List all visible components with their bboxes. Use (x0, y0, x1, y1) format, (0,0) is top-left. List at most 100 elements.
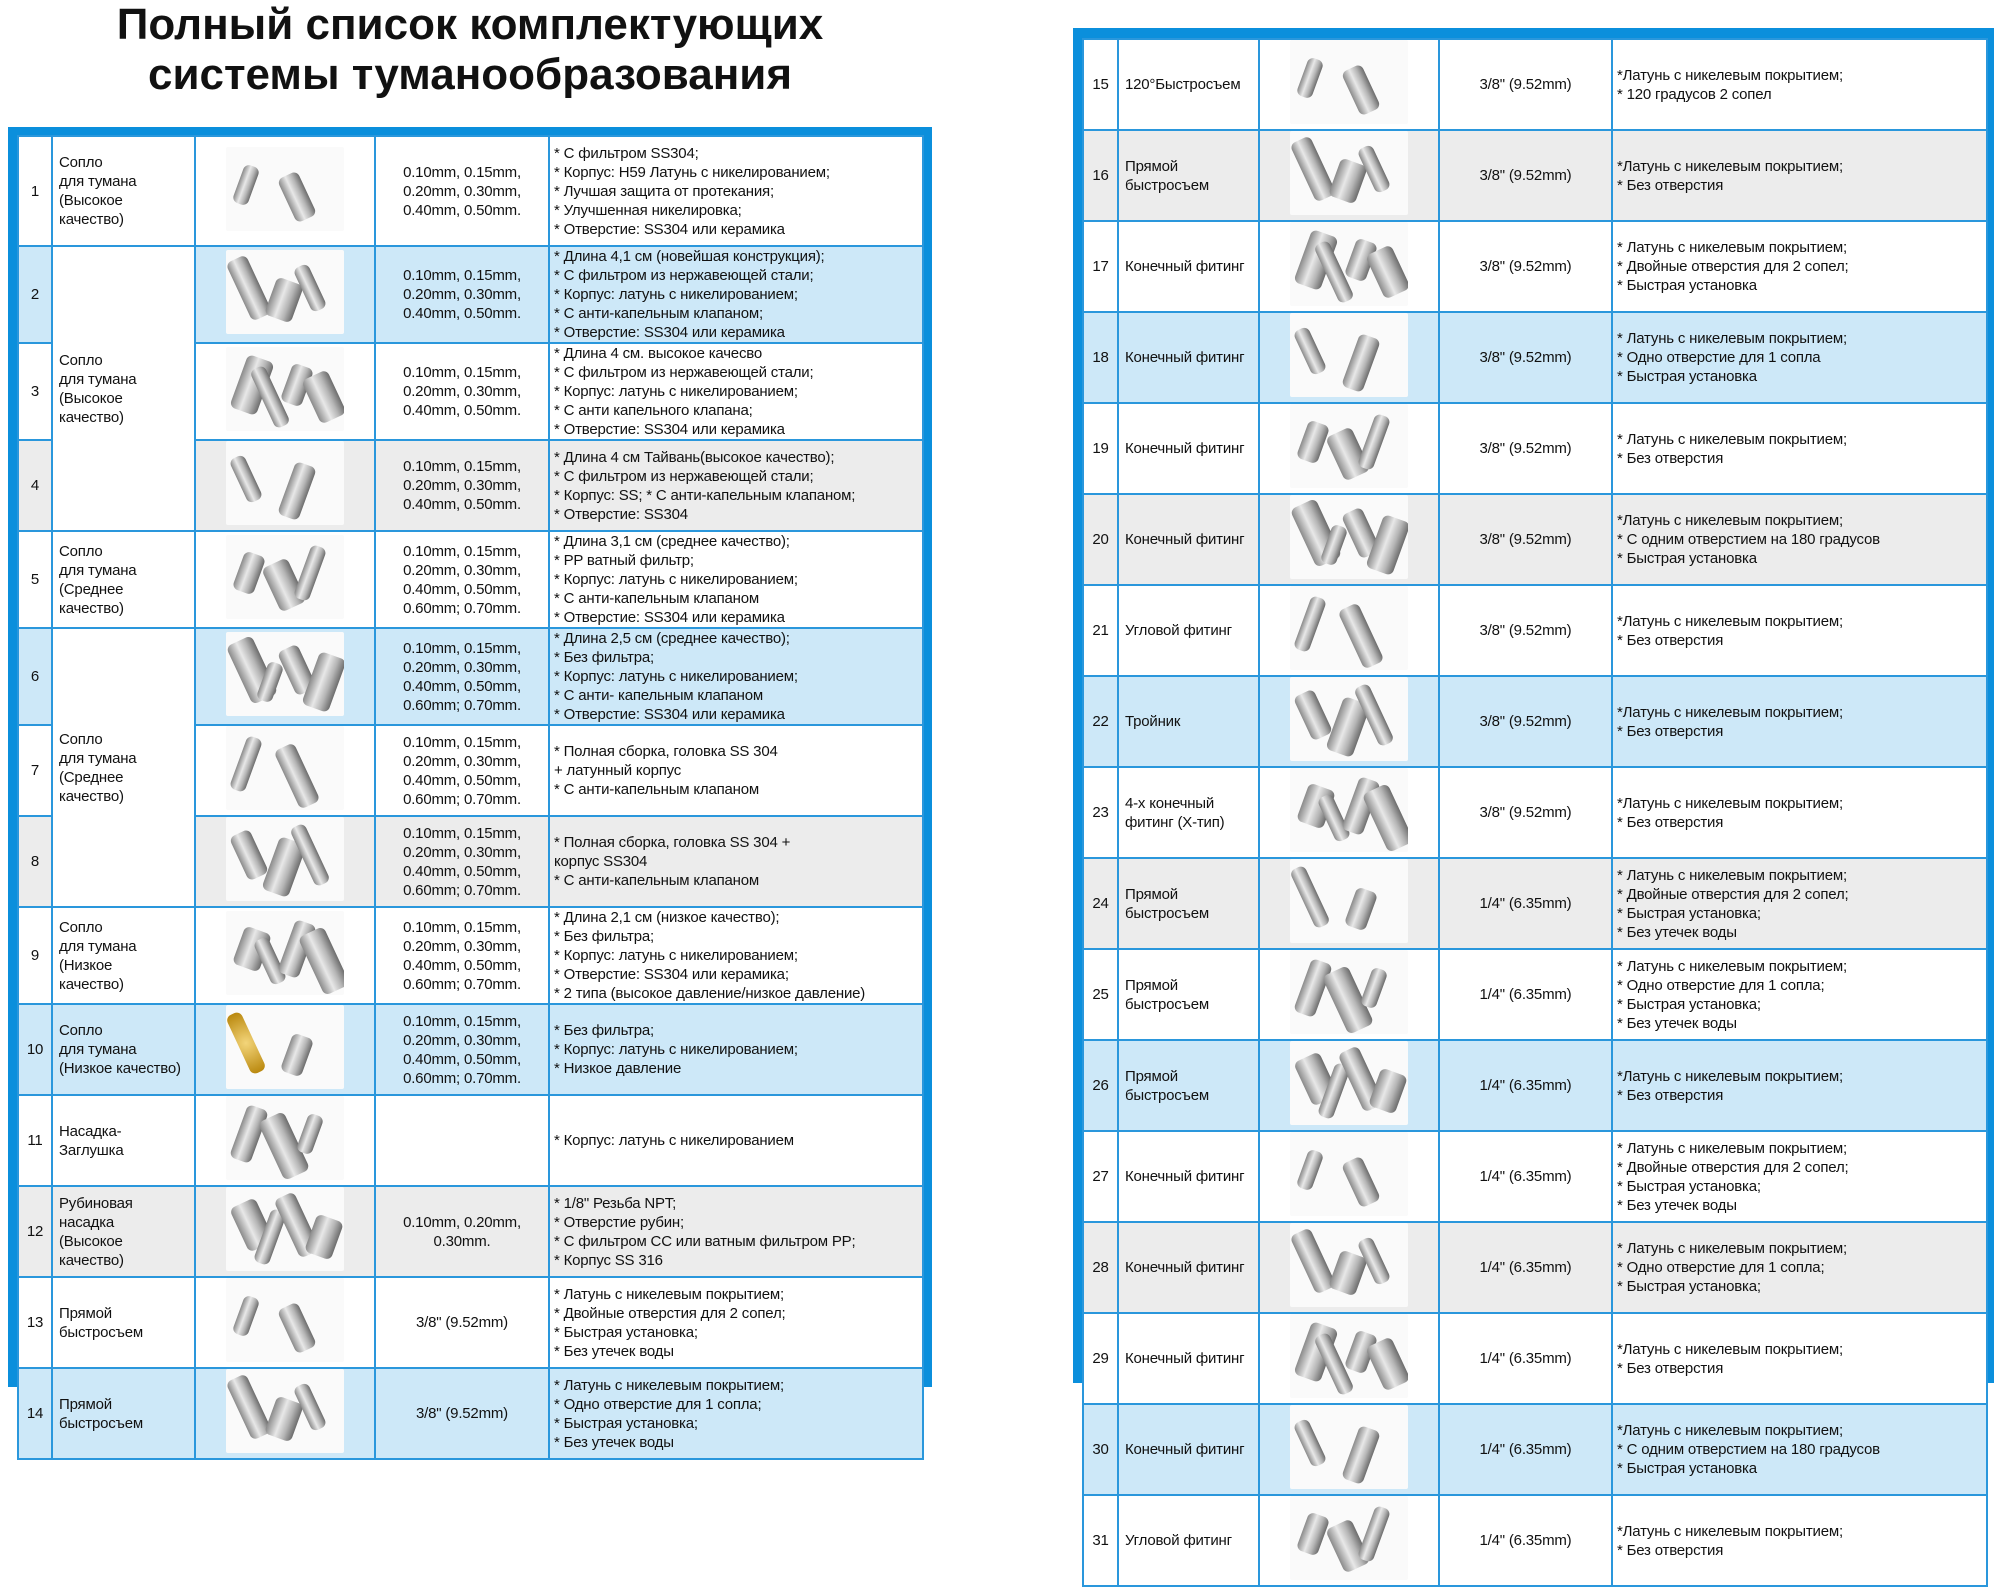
item-name: Угловой фитинг (1117, 1494, 1260, 1587)
nozzle-size: 0.10mm, 0.15mm, 0.20mm, 0.30mm, 0.40mm, … (374, 135, 550, 247)
product-image-cell (1258, 1039, 1440, 1132)
item-number: 25 (1082, 948, 1119, 1041)
product-image-cell (1258, 493, 1440, 586)
product-photo-icon (1290, 768, 1408, 852)
table-row: 11 Насадка- Заглушка * Корпус: латунь с ни… (17, 1094, 924, 1187)
item-name: Конечный фитинг (1117, 311, 1260, 404)
item-name: Конечный фитинг (1117, 1221, 1260, 1314)
item-name: Рубиновая насадка (Высокое качество) (51, 1185, 196, 1278)
table-row: 9 Сопло для тумана (Низкое качество) 0.10m… (17, 906, 924, 1005)
product-photo-icon (226, 817, 344, 901)
nozzle-size: 1/4" (6.35mm) (1438, 1221, 1613, 1314)
nozzle-size: 3/8" (9.52mm) (1438, 129, 1613, 222)
table-row: 31 Угловой фитинг 1/4" (6.35mm) *Латунь с н… (1082, 1494, 1988, 1587)
product-image-cell (1258, 1494, 1440, 1587)
product-image-cell (1258, 129, 1440, 222)
nozzle-size: 1/4" (6.35mm) (1438, 1039, 1613, 1132)
item-description: * Латунь с никелевым покрытием; * Одно о… (1611, 948, 1988, 1041)
table-row: 30 Конечный фитинг 1/4" (6.35mm) *Латунь с … (1082, 1403, 1988, 1496)
nozzle-size: 1/4" (6.35mm) (1438, 948, 1613, 1041)
item-description: *Латунь с никелевым покрытием; * Без отв… (1611, 584, 1988, 677)
item-name: 4-х конечный фитинг (X-тип) (1117, 766, 1260, 859)
item-name: Сопло для тумана (Низкое качество) (51, 906, 196, 1005)
product-photo-icon (226, 441, 344, 525)
product-image-cell (1258, 948, 1440, 1041)
table-row: 2 Сопло для тумана (Высокое качество) 0.10… (17, 245, 924, 532)
product-photo-icon (1290, 131, 1408, 215)
nozzle-size: 3/8" (9.52mm) (1438, 402, 1613, 495)
table-row: 4 0.10mm, 0.15mm, 0.20mm, 0.30mm, 0.40mm,… (17, 439, 924, 532)
item-name: Сопло для тумана (Среднее качество) (51, 530, 196, 629)
item-description: * Латунь с никелевым покрытием; * Одно о… (548, 1367, 924, 1460)
nozzle-size: 0.10mm, 0.20mm, 0.30mm. (374, 1185, 550, 1278)
product-photo-icon (1290, 1223, 1408, 1307)
nozzle-size: 3/8" (9.52mm) (1438, 584, 1613, 677)
page-title-line-1: Полный список комплектующих (116, 0, 824, 49)
product-image-cell (1258, 675, 1440, 768)
item-number: 19 (1082, 402, 1119, 495)
table-row: 24 Прямой быстросъем 1/4" (6.35mm) * Латунь… (1082, 857, 1988, 950)
item-number: 13 (17, 1276, 53, 1369)
item-number: 7 (17, 724, 53, 817)
item-description: * Латунь с никелевым покрытием; * Двойны… (1611, 220, 1988, 313)
table-row: 14 Прямой быстросъем 3/8" (9.52mm) * Латунь… (17, 1367, 924, 1460)
product-photo-icon (1290, 1314, 1408, 1398)
item-name: Прямой быстросъем (1117, 1039, 1260, 1132)
item-name: Конечный фитинг (1117, 493, 1260, 586)
product-image-cell (194, 1003, 376, 1096)
table-row: 10 Сопло для тумана (Низкое качество) 0.10… (17, 1003, 924, 1096)
product-photo-icon (1290, 1405, 1408, 1489)
product-image-cell (1258, 402, 1440, 495)
item-name: Прямой быстросъем (1117, 948, 1260, 1041)
product-photo-icon (226, 1005, 344, 1089)
item-description: *Латунь с никелевым покрытием; * 120 гра… (1611, 38, 1988, 131)
nozzle-size: 0.10mm, 0.15mm, 0.20mm, 0.30mm, 0.40mm, … (374, 627, 550, 726)
product-photo-icon (226, 347, 344, 431)
item-name: Прямой быстросъем (51, 1276, 196, 1369)
product-photo-icon (226, 911, 344, 995)
item-description: * Без фильтра; * Корпус: латунь с никели… (548, 1003, 924, 1096)
nozzle-size: 1/4" (6.35mm) (1438, 857, 1613, 950)
item-description: * 1/8" Резьба NPT; * Отверстие рубин; * … (548, 1185, 924, 1278)
item-number: 6 (17, 627, 53, 726)
item-description: * Латунь с никелевым покрытием; * Двойны… (548, 1276, 924, 1369)
item-name: 120°Быстросъем (1117, 38, 1260, 131)
table-row: 23 4-х конечный фитинг (X-тип) 3/8" (9.52m… (1082, 766, 1988, 859)
item-name: Насадка- Заглушка (51, 1094, 196, 1187)
table-row: 3 0.10mm, 0.15mm, 0.20mm, 0.30mm, 0.40mm,… (17, 342, 924, 441)
nozzle-size: 3/8" (9.52mm) (1438, 38, 1613, 131)
nozzle-size: 3/8" (9.52mm) (1438, 311, 1613, 404)
product-image-cell (1258, 1221, 1440, 1314)
item-number: 18 (1082, 311, 1119, 404)
item-number: 29 (1082, 1312, 1119, 1405)
item-description: * Корпус: латунь с никелированием (548, 1094, 924, 1187)
item-description: * Полная сборка, головка SS 304 + латунн… (548, 724, 924, 817)
nozzle-size: 3/8" (9.52mm) (1438, 766, 1613, 859)
item-name: Тройник (1117, 675, 1260, 768)
nozzle-size (374, 1094, 550, 1187)
item-description: * Латунь с никелевым покрытием; * Одно о… (1611, 311, 1988, 404)
item-description: * Полная сборка, головка SS 304 + корпус… (548, 815, 924, 908)
item-number: 23 (1082, 766, 1119, 859)
item-name: Конечный фитинг (1117, 402, 1260, 495)
product-photo-icon (226, 535, 344, 619)
item-description: * Латунь с никелевым покрытием; * Двойны… (1611, 1130, 1988, 1223)
nozzle-size: 0.10mm, 0.15mm, 0.20mm, 0.30mm, 0.40mm, … (374, 439, 550, 532)
item-name: Прямой быстросъем (51, 1367, 196, 1460)
item-name: Сопло для тумана (Низкое качество) (51, 1003, 196, 1096)
item-name: Конечный фитинг (1117, 1403, 1260, 1496)
table-row: 25 Прямой быстросъем 1/4" (6.35mm) * Латунь… (1082, 948, 1988, 1041)
item-description: * Длина 3,1 см (среднее качество); * PP … (548, 530, 924, 629)
table-row: 22 Тройник 3/8" (9.52mm) *Латунь с никелевы… (1082, 675, 1988, 768)
product-photo-icon (1290, 950, 1408, 1034)
item-description: *Латунь с никелевым покрытием; * Без отв… (1611, 1312, 1988, 1405)
product-photo-icon (1290, 586, 1408, 670)
item-number: 12 (17, 1185, 53, 1278)
table-row: 6 Сопло для тумана (Среднее качество) 0.10… (17, 627, 924, 908)
item-number: 10 (17, 1003, 53, 1096)
table-row: 19 Конечный фитинг 3/8" (9.52mm) * Латунь с… (1082, 402, 1988, 495)
nozzle-size: 0.10mm, 0.15mm, 0.20mm, 0.30mm, 0.40mm, … (374, 342, 550, 441)
item-description: *Латунь с никелевым покрытием; * Без отв… (1611, 766, 1988, 859)
nozzle-size: 3/8" (9.52mm) (1438, 675, 1613, 768)
item-description: * Длина 2,1 см (низкое качество); * Без … (548, 906, 924, 1005)
